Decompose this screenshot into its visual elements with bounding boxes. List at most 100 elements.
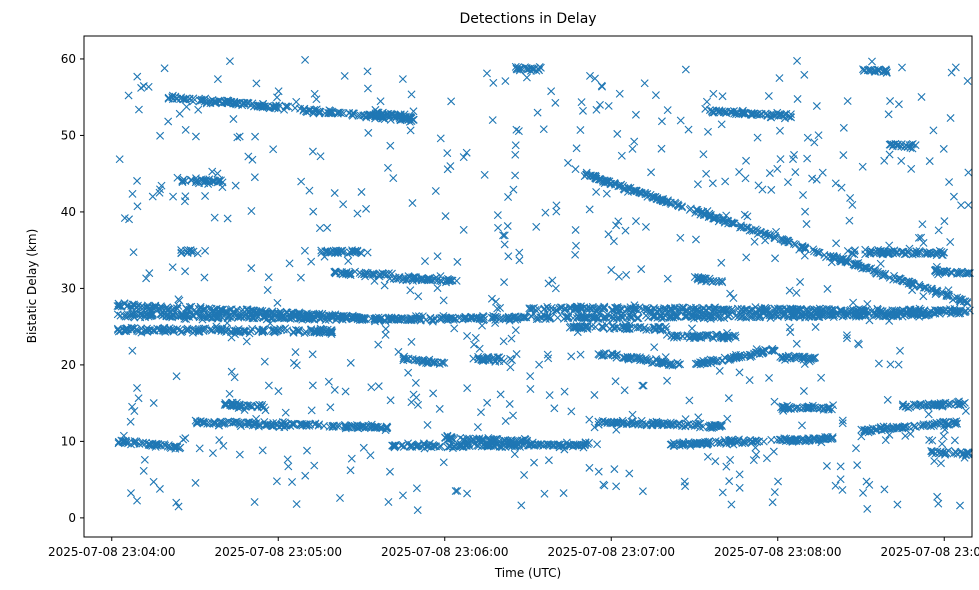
data-point <box>956 268 965 277</box>
data-point <box>708 424 717 433</box>
data-point <box>399 442 408 451</box>
data-point <box>372 423 381 432</box>
data-point <box>817 438 826 447</box>
data-point <box>573 328 582 337</box>
data-point <box>775 304 784 313</box>
data-point <box>199 324 208 333</box>
data-point <box>471 333 480 342</box>
data-point <box>175 444 184 453</box>
data-point <box>763 307 772 316</box>
data-point <box>695 438 704 447</box>
data-point <box>722 462 731 471</box>
data-point <box>915 246 924 255</box>
data-point <box>210 213 219 222</box>
y-tick-label: 60 <box>61 52 76 66</box>
data-point <box>130 407 139 415</box>
data-point <box>483 398 492 407</box>
data-point <box>625 312 634 321</box>
data-point <box>885 249 894 258</box>
x-tick-label: 2025-07-08 23:06:00 <box>381 545 508 559</box>
data-point <box>644 313 653 322</box>
data-point <box>137 328 146 337</box>
data-point <box>572 144 581 153</box>
data-point <box>604 101 613 110</box>
data-point <box>562 304 571 313</box>
data-point <box>690 439 699 448</box>
data-point <box>802 220 811 229</box>
data-point <box>612 418 621 427</box>
data-point <box>799 191 807 199</box>
data-point <box>946 114 955 123</box>
data-point <box>405 113 414 122</box>
data-point <box>569 440 578 449</box>
data-point <box>959 308 968 317</box>
data-point <box>959 449 968 458</box>
data-point <box>885 150 894 159</box>
data-point <box>374 382 383 391</box>
data-point <box>713 313 722 322</box>
data-point <box>602 177 611 186</box>
data-point <box>194 105 203 114</box>
data-point <box>160 440 169 449</box>
data-point <box>269 419 278 428</box>
data-point <box>438 358 447 367</box>
data-point <box>194 326 203 335</box>
data-point <box>567 407 576 416</box>
y-tick-label: 50 <box>61 128 76 142</box>
data-point <box>412 442 421 451</box>
data-point <box>447 276 456 285</box>
data-point <box>199 417 208 426</box>
data-point <box>946 399 955 408</box>
data-point <box>676 360 685 369</box>
data-point <box>368 270 377 279</box>
data-point <box>462 148 471 157</box>
data-point <box>613 129 622 138</box>
data-point <box>803 154 812 163</box>
data-point <box>291 348 300 357</box>
data-point <box>929 126 938 135</box>
data-point <box>590 74 599 83</box>
data-point <box>571 165 580 174</box>
data-point <box>722 211 731 220</box>
data-point <box>274 387 283 396</box>
data-point <box>323 223 332 232</box>
data-point <box>282 420 291 429</box>
data-point <box>148 309 157 318</box>
data-point <box>297 177 306 186</box>
data-point <box>773 108 782 117</box>
data-point <box>134 327 143 336</box>
data-point <box>865 480 874 489</box>
data-point <box>200 273 209 282</box>
data-point <box>480 315 489 324</box>
data-point <box>371 105 380 114</box>
data-point <box>928 449 937 458</box>
data-point <box>400 352 409 361</box>
data-point <box>708 422 717 431</box>
data-point <box>717 258 726 267</box>
data-point <box>173 173 182 182</box>
data-point <box>412 484 421 493</box>
data-point <box>459 225 468 234</box>
data-point <box>506 436 515 445</box>
data-point <box>366 451 375 460</box>
data-point <box>591 172 600 181</box>
data-point <box>328 421 337 430</box>
data-point <box>940 217 949 226</box>
data-point <box>139 438 148 447</box>
data-point <box>208 177 217 186</box>
data-point <box>935 449 944 458</box>
data-point <box>851 246 860 255</box>
data-point <box>811 323 820 332</box>
data-point <box>532 222 541 231</box>
data-point <box>227 367 236 376</box>
data-point <box>673 201 682 210</box>
data-point <box>172 372 181 381</box>
data-point <box>804 402 813 411</box>
data-point <box>480 170 489 179</box>
data-point <box>208 167 217 176</box>
data-point <box>233 133 242 142</box>
data-point <box>944 420 953 429</box>
data-point <box>640 79 649 88</box>
data-point <box>445 277 454 286</box>
data-point <box>681 422 690 431</box>
